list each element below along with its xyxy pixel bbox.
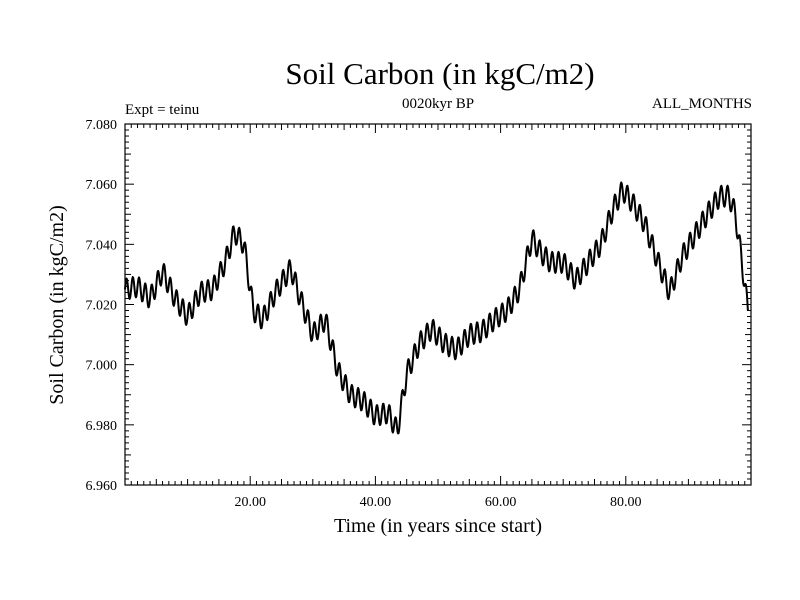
x-axis-ticks bbox=[130, 124, 746, 485]
y-axis-label: Soil Carbon (in kgC/m2) bbox=[46, 205, 68, 404]
y-tick-label: 7.040 bbox=[86, 238, 118, 253]
y-tick-label: 7.000 bbox=[86, 359, 118, 374]
experiment-label: Expt = teinu bbox=[125, 102, 200, 118]
x-tick-label: 60.00 bbox=[485, 495, 517, 510]
y-tick-label: 7.080 bbox=[86, 118, 118, 133]
y-axis-tick-labels: 6.960 6.980 7.000 7.020 7.040 7.060 7.080 bbox=[86, 118, 118, 494]
x-tick-label: 40.00 bbox=[360, 495, 392, 510]
x-tick-label: 80.00 bbox=[610, 495, 642, 510]
y-tick-label: 6.980 bbox=[86, 419, 118, 434]
soil-carbon-series-line bbox=[124, 181, 749, 435]
plot-frame bbox=[124, 123, 752, 486]
months-label: ALL_MONTHS bbox=[652, 96, 752, 112]
y-axis-ticks bbox=[125, 129, 751, 480]
y-tick-label: 7.020 bbox=[86, 299, 118, 314]
x-axis-tick-labels: 20.00 40.00 60.00 80.00 bbox=[234, 495, 641, 510]
x-axis-label: Time (in years since start) bbox=[334, 515, 542, 537]
y-tick-label: 7.060 bbox=[86, 178, 118, 193]
period-label: 0020kyr BP bbox=[402, 96, 474, 112]
chart-title: Soil Carbon (in kgC/m2) bbox=[285, 56, 594, 91]
x-tick-label: 20.00 bbox=[234, 495, 266, 510]
y-tick-label: 6.960 bbox=[86, 479, 118, 494]
